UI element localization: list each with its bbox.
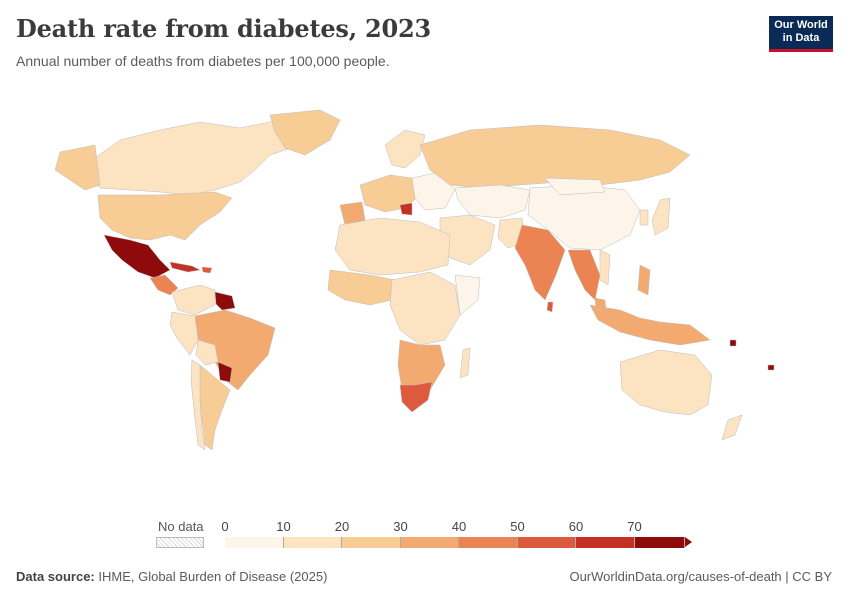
country-mongolia[interactable] <box>544 177 606 196</box>
legend-bin[interactable] <box>342 537 401 548</box>
world-map <box>54 109 775 451</box>
legend-arrow-end <box>684 537 692 547</box>
country-scandinavia[interactable] <box>384 129 426 169</box>
country-west-africa[interactable] <box>327 269 396 306</box>
country-madagascar[interactable] <box>459 347 471 379</box>
country-paraguay[interactable] <box>217 361 233 383</box>
legend-tick-label: 60 <box>568 519 584 534</box>
data-source: Data source: IHME, Global Burden of Dise… <box>16 569 327 584</box>
country-balkans[interactable] <box>399 202 413 216</box>
country-guianas[interactable] <box>214 291 236 311</box>
country-central-africa[interactable] <box>389 271 461 346</box>
legend-tick-label: 20 <box>334 519 350 534</box>
country-korea[interactable] <box>639 209 649 226</box>
country-caribbean[interactable] <box>169 261 201 273</box>
country-chile[interactable] <box>190 359 206 451</box>
chart-title: Death rate from diabetes, 2023 <box>16 14 432 43</box>
country-pacific-islands[interactable] <box>729 339 737 347</box>
color-legend: No data 0 10 20 30 40 50 60 70 <box>150 517 710 557</box>
source-url[interactable]: OurWorldinData.org/causes-of-death | CC … <box>569 569 832 584</box>
country-peru[interactable] <box>169 311 199 356</box>
legend-bin[interactable] <box>283 537 342 548</box>
country-east-africa[interactable] <box>454 274 481 316</box>
legend-bin[interactable] <box>400 537 459 548</box>
country-japan[interactable] <box>651 197 671 236</box>
country-argentina[interactable] <box>199 364 231 451</box>
country-greenland[interactable] <box>269 109 341 156</box>
chart-subtitle: Annual number of deaths from diabetes pe… <box>16 53 390 69</box>
country-bolivia[interactable] <box>195 339 219 366</box>
data-source-label: Data source: <box>16 569 95 584</box>
country-alaska[interactable] <box>54 144 101 191</box>
country-australia[interactable] <box>619 349 713 416</box>
legend-bin[interactable] <box>459 537 518 548</box>
country-mexico[interactable] <box>103 234 171 279</box>
logo-line-1: Our World <box>774 19 828 31</box>
country-western-europe[interactable] <box>359 174 421 213</box>
data-source-text: IHME, Global Burden of Disease (2025) <box>98 569 328 584</box>
legend-no-data-label: No data <box>158 519 204 534</box>
legend-bin[interactable] <box>225 537 284 548</box>
country-pacific-islands-2[interactable] <box>767 364 775 371</box>
country-north-africa[interactable] <box>334 217 451 276</box>
country-canada[interactable] <box>89 117 336 196</box>
legend-tick-label: 10 <box>276 519 291 534</box>
country-new-zealand[interactable] <box>721 414 743 441</box>
country-malaysia[interactable] <box>594 297 607 313</box>
owid-logo[interactable]: Our World in Data <box>769 16 833 52</box>
legend-tick-label: 30 <box>393 519 408 534</box>
legend-tick-label: 40 <box>451 519 467 534</box>
legend-bin[interactable] <box>576 537 635 548</box>
country-central-asia[interactable] <box>454 184 531 219</box>
country-russia[interactable] <box>419 124 691 189</box>
country-usa[interactable] <box>97 191 233 241</box>
country-caribbean-east[interactable] <box>201 266 213 274</box>
country-iberia[interactable] <box>339 201 366 226</box>
legend-tick-label: 70 <box>627 519 642 534</box>
legend-bin[interactable] <box>517 537 576 548</box>
country-vietnam[interactable] <box>599 249 611 286</box>
legend-bin[interactable] <box>634 537 685 548</box>
country-myanmar-thailand[interactable] <box>567 249 601 301</box>
country-south-africa[interactable] <box>399 381 433 413</box>
country-india[interactable] <box>514 224 566 301</box>
legend-tick-label: 50 <box>510 519 525 534</box>
logo-line-2: in Data <box>782 32 820 44</box>
country-sri-lanka[interactable] <box>546 301 554 313</box>
legend-tick-label: 0 <box>221 519 229 534</box>
country-philippines[interactable] <box>637 264 651 296</box>
country-colombia-venezuela[interactable] <box>171 284 216 316</box>
legend-no-data-swatch <box>156 537 204 548</box>
country-indonesia[interactable] <box>589 304 711 346</box>
